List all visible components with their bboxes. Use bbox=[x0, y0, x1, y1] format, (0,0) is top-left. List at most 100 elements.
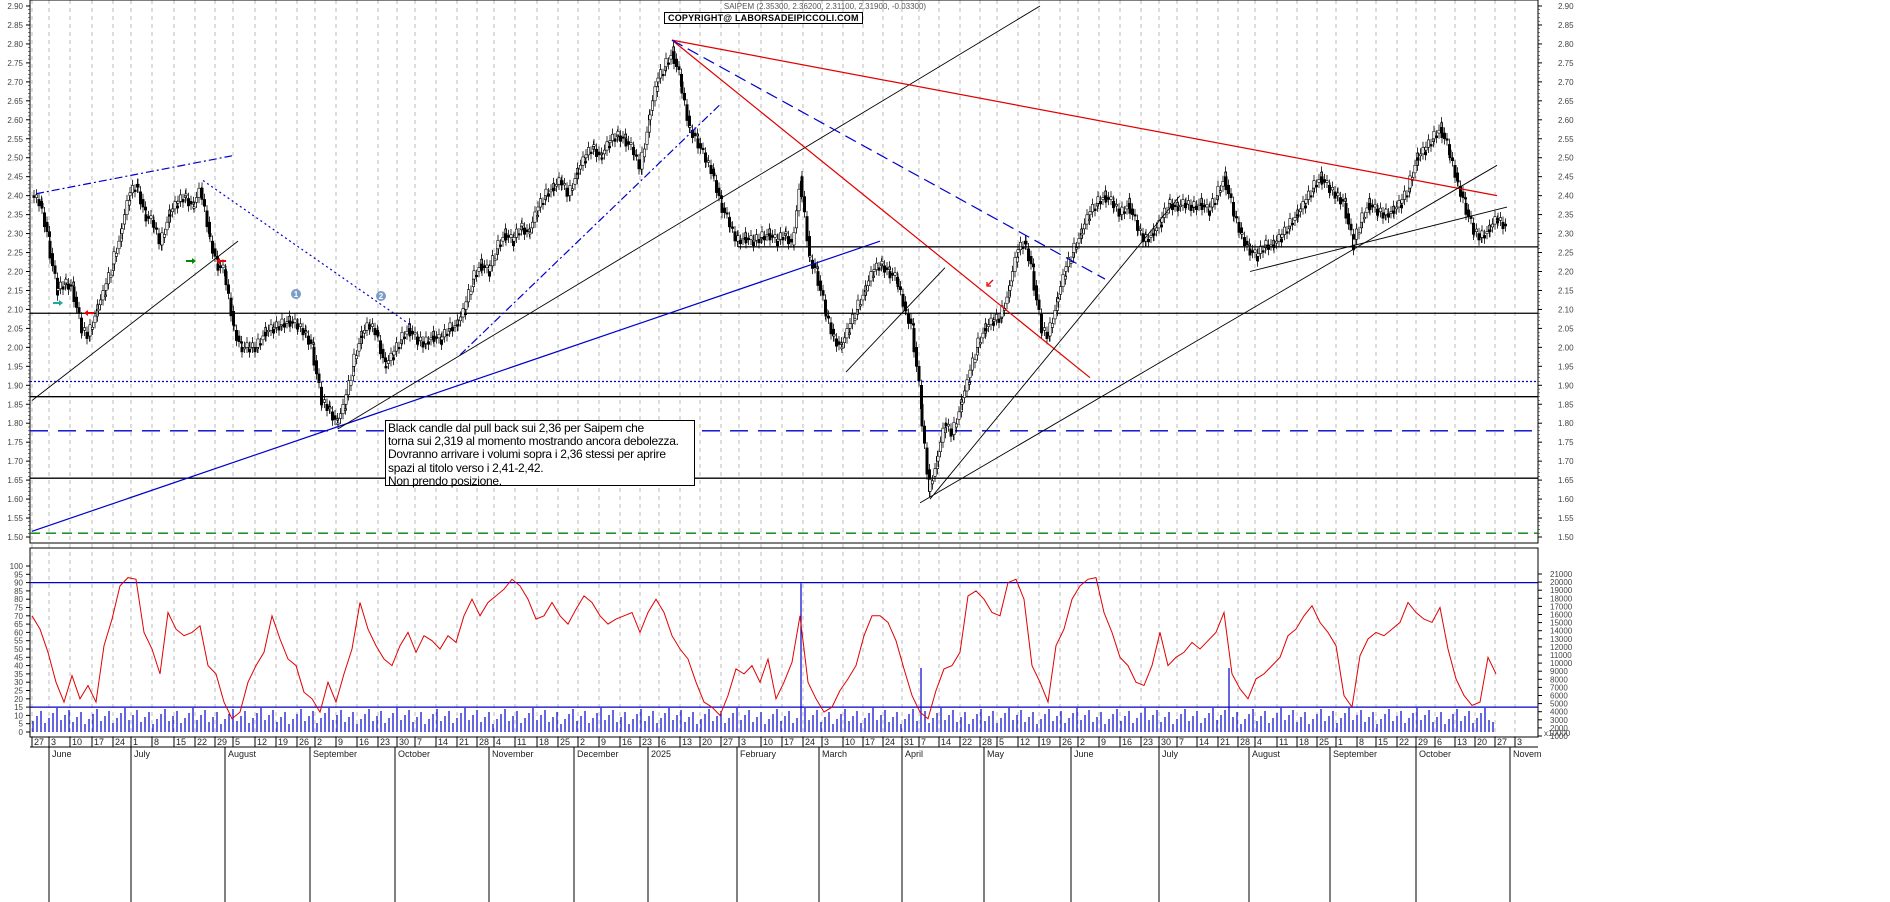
y-tick-label: 2.55 bbox=[1558, 135, 1574, 144]
candle bbox=[107, 272, 111, 285]
x-day-label: 17 bbox=[784, 737, 794, 747]
candle bbox=[624, 138, 628, 147]
candle bbox=[701, 147, 705, 151]
buy-arrow-icon bbox=[186, 258, 196, 264]
candle bbox=[80, 317, 84, 334]
candle bbox=[338, 413, 342, 419]
x-day-label: 29 bbox=[217, 737, 227, 747]
candle bbox=[69, 284, 73, 287]
candle bbox=[1275, 240, 1279, 244]
candle bbox=[989, 317, 993, 325]
y-tick-label: 1.65 bbox=[7, 476, 23, 485]
candle bbox=[848, 323, 852, 329]
candle bbox=[887, 266, 891, 270]
candle bbox=[762, 236, 766, 241]
candle bbox=[695, 133, 699, 137]
candle bbox=[941, 427, 945, 443]
candle bbox=[1043, 327, 1047, 331]
candle bbox=[498, 244, 502, 247]
candle bbox=[1333, 191, 1337, 199]
candle bbox=[815, 266, 819, 269]
candle bbox=[533, 211, 537, 223]
x-month-label: August bbox=[1252, 749, 1281, 759]
candle bbox=[509, 234, 513, 238]
candle bbox=[328, 406, 332, 410]
candle bbox=[1176, 202, 1180, 207]
candle bbox=[1336, 192, 1340, 196]
candle bbox=[981, 332, 985, 339]
candle bbox=[960, 401, 964, 405]
candle bbox=[552, 187, 556, 192]
x-month-label: October bbox=[1419, 749, 1451, 759]
candle bbox=[333, 415, 337, 420]
candle bbox=[1211, 198, 1215, 208]
x-day-label: 7 bbox=[921, 737, 926, 747]
candle bbox=[474, 274, 478, 278]
candle bbox=[602, 149, 606, 155]
candle bbox=[1280, 234, 1284, 238]
candle bbox=[304, 331, 308, 334]
y-tick-label: 2.30 bbox=[7, 230, 23, 239]
candle bbox=[1083, 223, 1087, 230]
volume-tick-label: 2000 bbox=[1550, 724, 1568, 733]
volume-tick-label: 20000 bbox=[1550, 578, 1573, 587]
candle bbox=[1152, 233, 1156, 236]
buy-arrow-icon bbox=[53, 300, 63, 306]
candle bbox=[560, 180, 564, 185]
candle bbox=[413, 332, 417, 335]
candle bbox=[1253, 249, 1257, 253]
candle bbox=[47, 231, 51, 237]
candle bbox=[232, 324, 236, 327]
candle bbox=[984, 328, 988, 332]
candle bbox=[613, 138, 617, 142]
candle bbox=[943, 427, 947, 433]
x-month-label: June bbox=[1074, 749, 1094, 759]
candle bbox=[1029, 256, 1033, 265]
candle bbox=[770, 235, 774, 238]
candle bbox=[141, 199, 145, 208]
candle bbox=[1192, 201, 1196, 208]
candle bbox=[1195, 205, 1199, 210]
candle bbox=[344, 394, 348, 405]
candle bbox=[650, 100, 654, 111]
x-day-label: 20 bbox=[702, 737, 712, 747]
candle bbox=[839, 342, 843, 345]
x-month-label: March bbox=[822, 749, 847, 759]
x-day-label: 15 bbox=[1378, 737, 1388, 747]
candle bbox=[586, 147, 590, 156]
x-day-label: 15 bbox=[176, 737, 186, 747]
candle bbox=[152, 221, 156, 229]
candle bbox=[1120, 206, 1124, 215]
candle bbox=[890, 273, 894, 276]
candle bbox=[885, 267, 889, 270]
candle bbox=[642, 148, 646, 158]
candle bbox=[317, 373, 321, 383]
candle bbox=[445, 333, 449, 337]
candle bbox=[336, 422, 340, 425]
candle bbox=[272, 327, 276, 330]
y-tick-label: 2.65 bbox=[7, 97, 23, 106]
candle bbox=[480, 263, 484, 271]
rsi-tick-label: 35 bbox=[14, 670, 23, 679]
candle bbox=[661, 73, 665, 77]
volume-tick-label: 18000 bbox=[1550, 594, 1573, 603]
candle bbox=[285, 321, 289, 324]
candle bbox=[610, 133, 614, 141]
x-day-label: 26 bbox=[299, 737, 309, 747]
candle bbox=[1400, 199, 1404, 204]
trendline bbox=[202, 179, 411, 326]
candle bbox=[128, 199, 132, 206]
x-day-label: 3 bbox=[1517, 737, 1522, 747]
x-day-label: 13 bbox=[1457, 737, 1467, 747]
candle bbox=[373, 328, 377, 336]
candle bbox=[594, 148, 598, 157]
candle bbox=[1339, 197, 1343, 205]
candle bbox=[1131, 208, 1135, 215]
x-month-label: July bbox=[1162, 749, 1179, 759]
volume-tick-label: 8000 bbox=[1550, 675, 1568, 684]
candle bbox=[768, 233, 772, 241]
candle bbox=[442, 329, 446, 338]
candle bbox=[535, 215, 539, 218]
candle bbox=[800, 176, 804, 197]
